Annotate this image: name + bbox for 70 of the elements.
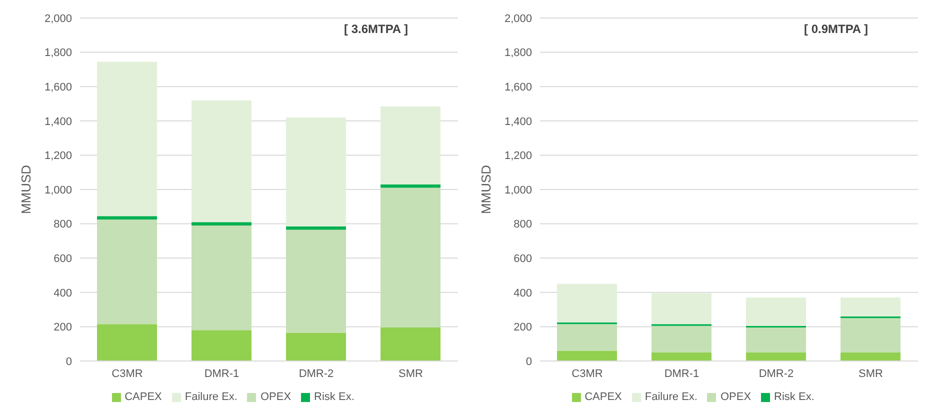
bar <box>192 222 252 226</box>
y-tick-label: 1,000 <box>44 184 72 196</box>
x-tick-label: C3MR <box>112 368 143 380</box>
y-tick-label: 800 <box>514 218 532 231</box>
bar <box>840 318 900 352</box>
bar <box>746 352 806 361</box>
y-axis-title: MMUSD <box>478 164 494 214</box>
x-tick-label: SMR <box>858 368 884 380</box>
legend-label: CAPEX <box>124 391 162 403</box>
y-tick-label: 400 <box>514 287 532 300</box>
bar <box>840 352 900 361</box>
y-axis-title: MMUSD <box>18 164 34 214</box>
y-tick-label: 200 <box>54 322 72 334</box>
bar <box>286 226 346 230</box>
bar <box>840 298 900 316</box>
bar <box>97 324 157 361</box>
y-tick-label: 1,400 <box>44 116 72 128</box>
legend-label: CAPEX <box>584 391 622 403</box>
bar <box>192 100 252 222</box>
bar <box>286 117 346 226</box>
bar <box>97 216 157 220</box>
y-tick-label: 0 <box>66 356 72 368</box>
annotation: [ 3.6MTPA ] <box>344 22 408 36</box>
bar <box>380 188 440 328</box>
bar <box>557 324 617 351</box>
x-tick-label: DMR-1 <box>204 368 240 380</box>
bar <box>380 184 440 188</box>
y-tick-label: 1,800 <box>504 47 532 60</box>
y-tick-label: 1,600 <box>44 82 72 94</box>
y-tick-label: 1,200 <box>504 150 532 162</box>
legend-label: Risk Ex. <box>774 391 814 403</box>
annotation: [ 0.9MTPA ] <box>804 22 868 36</box>
bar <box>192 330 252 361</box>
legend-label: OPEX <box>260 391 292 403</box>
x-tick-label: DMR-2 <box>298 368 334 380</box>
bar <box>97 62 157 216</box>
bar <box>286 332 346 361</box>
y-tick-label: 1,400 <box>504 116 532 128</box>
y-tick-label: 400 <box>54 287 72 300</box>
legend-label: Risk Ex. <box>314 391 354 403</box>
bar <box>652 352 712 361</box>
bar <box>557 350 617 361</box>
y-tick-label: 200 <box>514 322 532 334</box>
bar <box>652 326 712 352</box>
bar <box>746 328 806 352</box>
bar <box>97 220 157 324</box>
bar <box>286 230 346 333</box>
y-tick-label: 1,000 <box>504 184 532 196</box>
bar <box>380 106 440 184</box>
bar <box>557 284 617 322</box>
bar <box>380 328 440 361</box>
y-tick-label: 1,800 <box>44 47 72 60</box>
y-tick-label: 600 <box>54 253 72 266</box>
y-tick-label: 2,000 <box>44 12 72 25</box>
x-tick-label: DMR-2 <box>758 368 794 380</box>
x-tick-label: SMR <box>398 368 424 380</box>
bar <box>192 226 252 330</box>
y-tick-label: 1,200 <box>44 150 72 162</box>
y-tick-label: 2,000 <box>504 12 532 25</box>
bar <box>746 298 806 326</box>
legend-label: Failure Ex. <box>184 391 238 403</box>
y-tick-label: 800 <box>54 218 72 231</box>
bar <box>652 293 712 324</box>
y-tick-label: 600 <box>514 253 532 266</box>
y-tick-label: 0 <box>526 356 532 368</box>
legend-label: OPEX <box>720 391 752 403</box>
x-tick-label: C3MR <box>572 368 603 380</box>
x-tick-label: DMR-1 <box>664 368 700 380</box>
y-tick-label: 1,600 <box>504 82 532 94</box>
legend-label: Failure Ex. <box>644 391 698 403</box>
